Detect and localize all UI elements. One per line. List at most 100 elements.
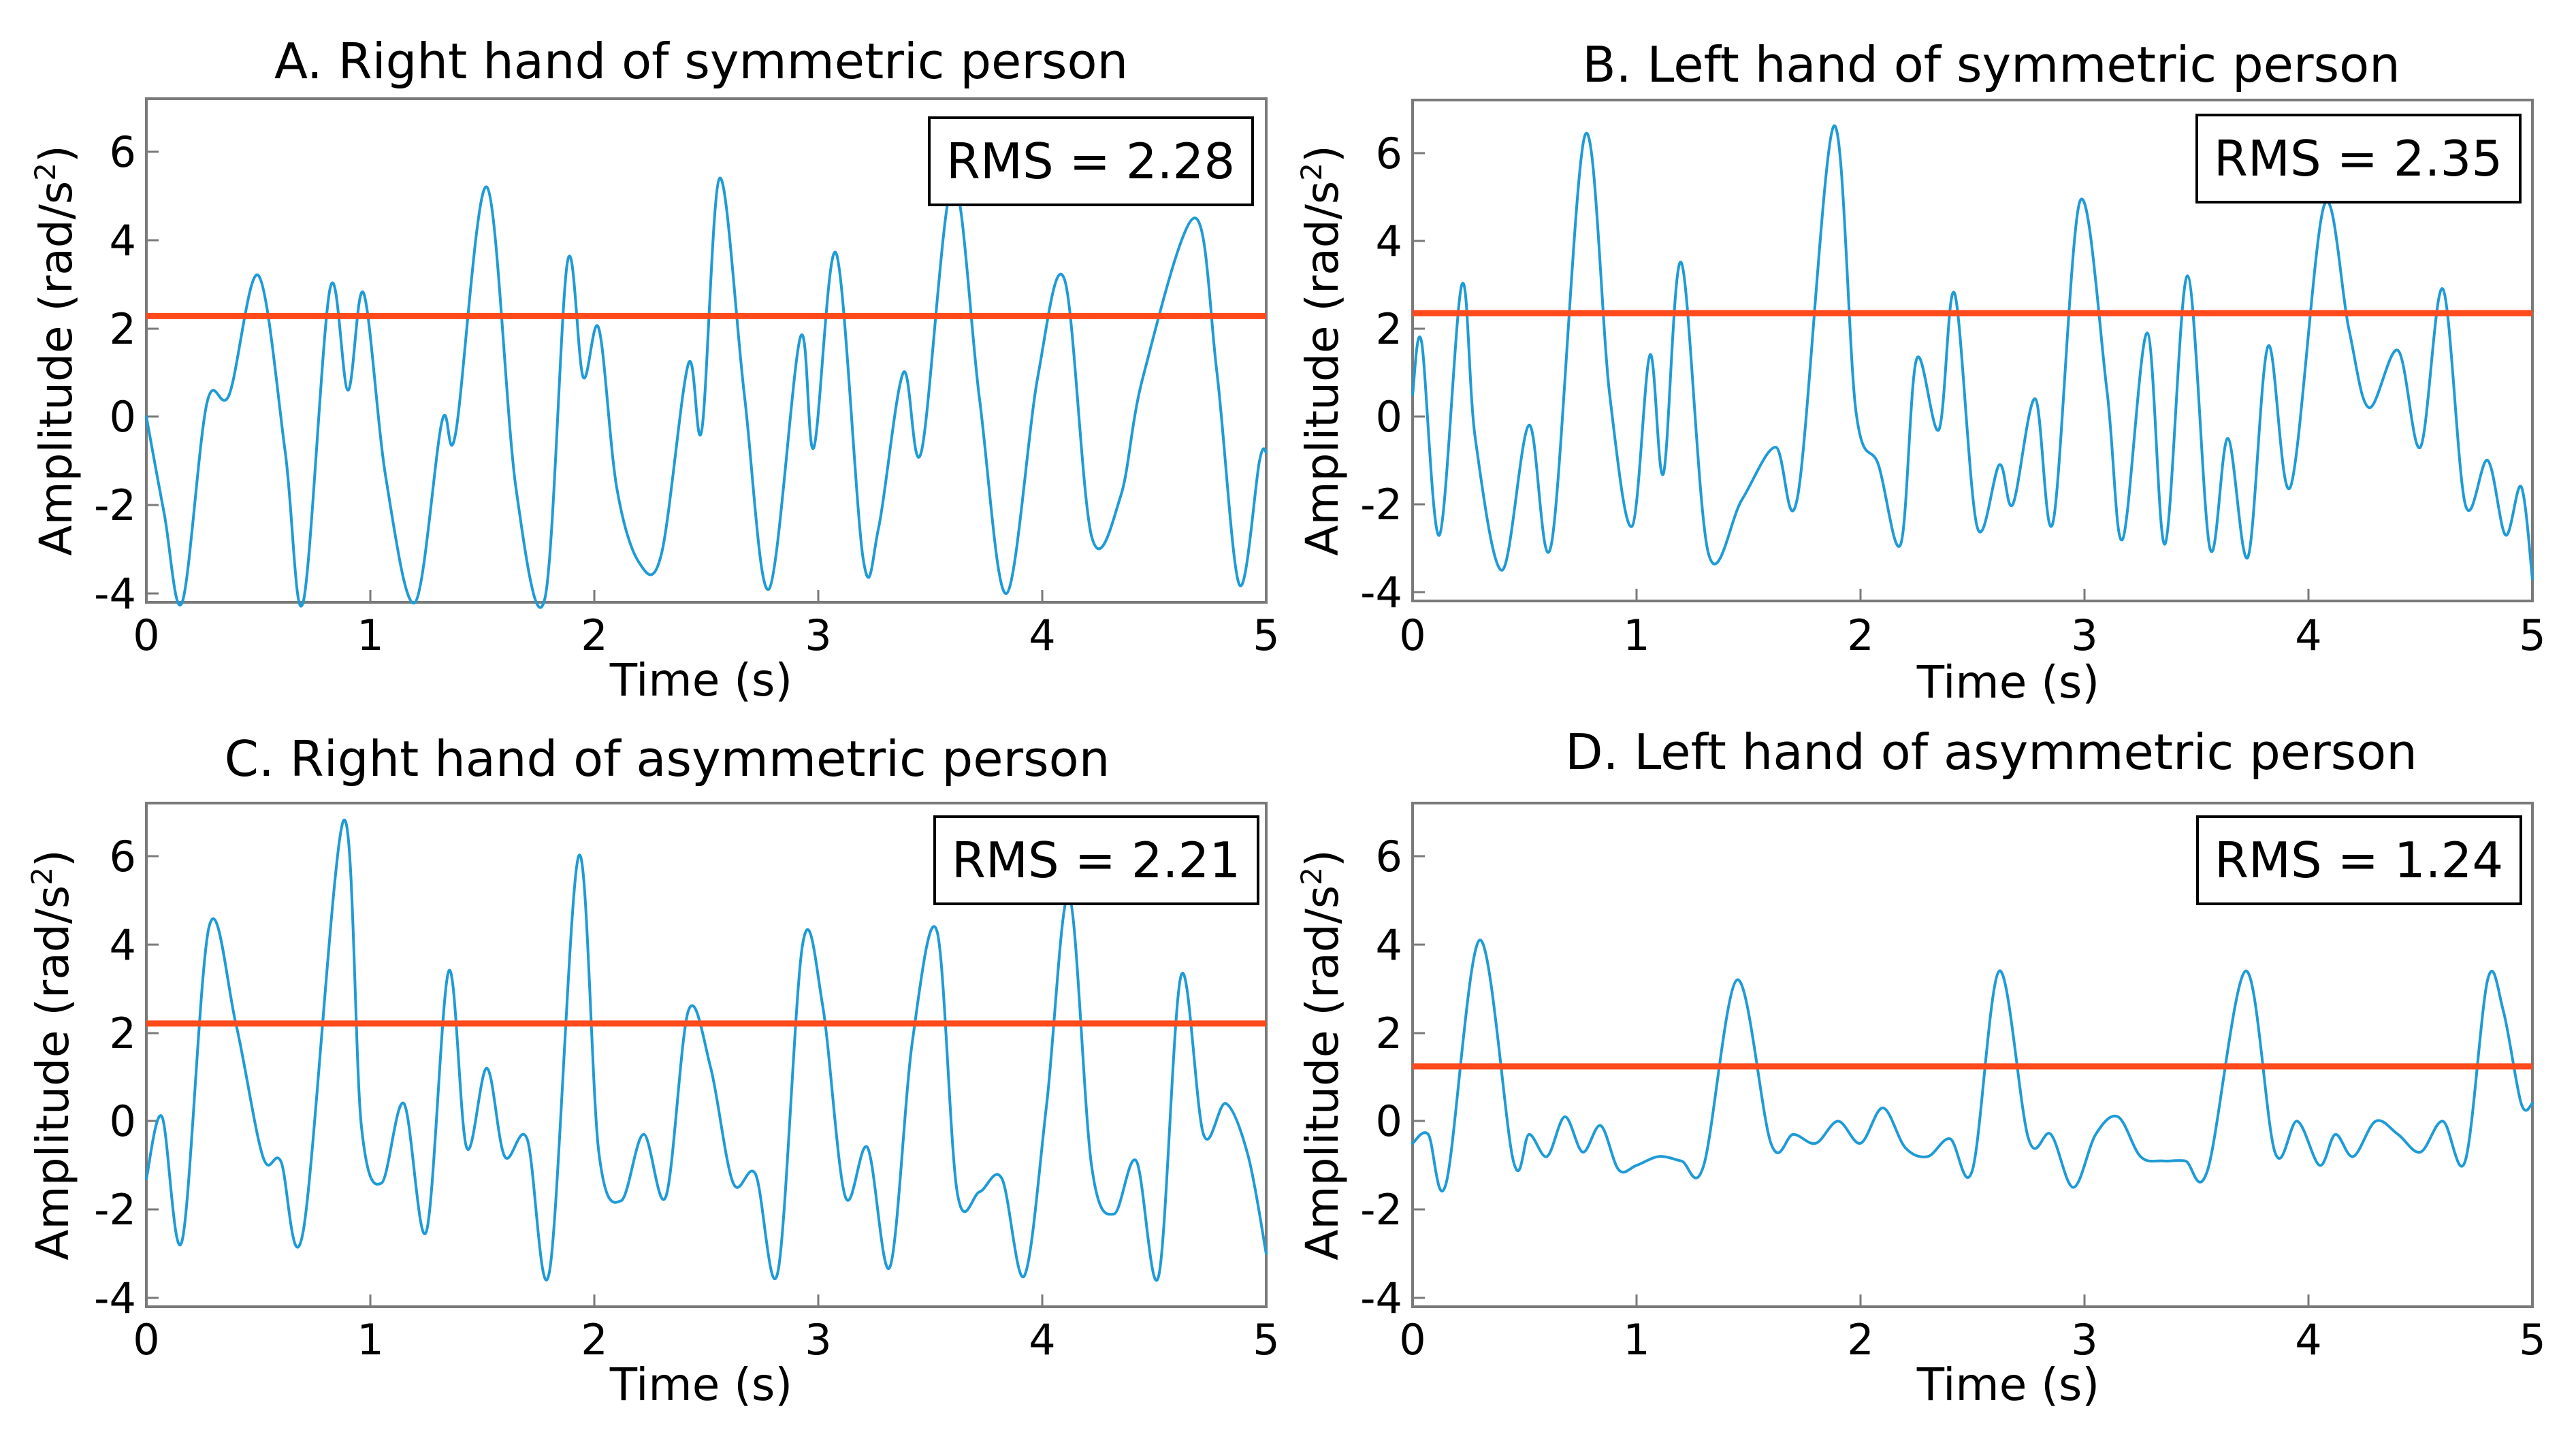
- panel-c-x-tick-label: 5: [1253, 1315, 1279, 1365]
- panel-c-rms-label: RMS = 2.21: [952, 832, 1240, 889]
- panel-c: C. Right hand of asymmetric person: [25, 730, 1280, 1411]
- panel-a-x-tick-marks: [145, 590, 1268, 602]
- panel-c-x-tick-label: 0: [133, 1315, 159, 1365]
- panel-d-signal-line: [1411, 939, 2534, 1192]
- panel-c-y-axis-label: Amplitude (rad/s2): [25, 849, 79, 1260]
- panel-d: D. Left hand of asymmetric person: [1295, 723, 2546, 1411]
- panel-c-y-tick-marks: [146, 855, 159, 1299]
- panel-a-y-tick-label: 0: [110, 392, 136, 442]
- panel-c-x-tick-label: 1: [357, 1315, 383, 1365]
- panel-d-y-tick-labels: -4 -2 0 2 4 6: [1360, 832, 1402, 1323]
- panel-d-y-tick-label: -2: [1360, 1185, 1402, 1235]
- panel-c-signal-line: [145, 818, 1268, 1282]
- y-axis-label-superscript: 2: [1295, 867, 1328, 885]
- panel-a-y-tick-label: -2: [94, 480, 136, 530]
- panel-c-x-tick-label: 4: [1029, 1315, 1055, 1365]
- panel-d-y-tick-label: 2: [1376, 1009, 1402, 1058]
- y-axis-label-superscript: 2: [29, 163, 62, 181]
- panel-c-x-tick-labels: 0 1 2 3 4 5: [133, 1315, 1279, 1365]
- y-axis-label-main: Amplitude (rad/s: [30, 181, 82, 556]
- panel-a-y-tick-label: -4: [94, 569, 136, 619]
- panel-a-x-tick-label: 0: [133, 610, 159, 660]
- panel-c-plot-area: RMS = 2.21: [145, 802, 1268, 1308]
- panel-c-x-tick-marks: [145, 1294, 1268, 1307]
- panel-c-y-tick-label: 4: [110, 920, 136, 970]
- panel-c-y-tick-label: -4: [94, 1273, 136, 1323]
- y-axis-label-close: ): [1296, 849, 1349, 867]
- panel-a-y-tick-label: 6: [110, 127, 136, 177]
- panel-b-y-tick-label: 4: [1376, 216, 1402, 266]
- panel-b-x-tick-label: 0: [1399, 610, 1426, 660]
- panel-c-x-axis-label: Time (s): [609, 1358, 792, 1411]
- panel-a-x-tick-label: 5: [1253, 610, 1279, 660]
- panel-a-y-tick-marks: [146, 150, 159, 595]
- panel-b-y-axis-label: Amplitude (rad/s2): [1295, 145, 1349, 556]
- panel-d-y-tick-label: -4: [1360, 1273, 1402, 1323]
- panel-b-x-axis-label: Time (s): [1916, 656, 2099, 708]
- panel-a-x-tick-label: 4: [1029, 610, 1055, 660]
- panel-d-y-tick-label: 4: [1376, 920, 1402, 970]
- panel-d-y-axis-label: Amplitude (rad/s2): [1295, 849, 1349, 1260]
- y-axis-label-close: ): [27, 849, 79, 867]
- panel-a-y-tick-label: 2: [110, 304, 136, 354]
- panel-a-title: A. Right hand of symmetric person: [274, 33, 1128, 90]
- panel-c-rms-box: [933, 815, 1259, 905]
- panel-d-x-tick-label: 1: [1623, 1315, 1649, 1365]
- panel-b-x-tick-label: 4: [2295, 610, 2321, 660]
- panel-b-x-tick-marks: [1411, 589, 2534, 601]
- panel-d-y-tick-marks: [1413, 855, 1425, 1299]
- panel-b-x-tick-label: 1: [1623, 610, 1649, 660]
- panel-d-rms-box: [2196, 815, 2522, 905]
- panel-a-y-axis-label: Amplitude (rad/s2): [29, 145, 82, 556]
- panel-a-y-tick-label: 4: [110, 216, 136, 265]
- panel-b-title: B. Left hand of symmetric person: [1582, 36, 2400, 93]
- panel-d-rms-label: RMS = 1.24: [2215, 832, 2503, 889]
- panel-b-y-tick-label: -4: [1360, 568, 1402, 617]
- panel-c-y-tick-label: 6: [110, 832, 136, 881]
- panel-d-x-tick-label: 2: [1847, 1315, 1873, 1365]
- panel-a-x-tick-labels: 0 1 2 3 4 5: [133, 610, 1279, 660]
- panel-c-x-tick-label: 2: [581, 1315, 607, 1365]
- panel-d-x-axis-label: Time (s): [1916, 1358, 2099, 1411]
- panel-b-y-tick-labels: -4 -2 0 2 4 6: [1360, 129, 1402, 617]
- panel-d-plot-area: RMS = 1.24: [1411, 802, 2534, 1308]
- panel-a-signal-line: [145, 176, 1268, 609]
- panel-b-y-tick-label: 0: [1376, 392, 1402, 442]
- panel-b-x-tick-label: 5: [2519, 610, 2545, 660]
- y-axis-label-close: ): [30, 145, 82, 163]
- panel-a: A. Right hand of symmetric person: [29, 33, 1280, 706]
- y-axis-label-main: Amplitude (rad/s: [1296, 885, 1349, 1260]
- panel-d-x-tick-label: 4: [2295, 1315, 2321, 1365]
- y-axis-label-close: ): [1296, 145, 1349, 163]
- panel-a-x-tick-label: 1: [357, 610, 383, 660]
- panel-a-rms-box: [928, 116, 1254, 206]
- panel-d-x-tick-label: 5: [2519, 1315, 2545, 1365]
- panel-a-x-tick-label: 3: [805, 610, 831, 660]
- panel-b-rms-box: [2195, 114, 2522, 203]
- panel-b-y-tick-label: 6: [1376, 129, 1402, 178]
- panel-a-x-tick-label: 2: [581, 610, 607, 660]
- panel-b-rms-label: RMS = 2.35: [2214, 130, 2502, 187]
- panel-b-y-tick-marks: [1413, 152, 1425, 593]
- panel-c-y-tick-labels: -4 -2 0 2 4 6: [94, 832, 136, 1323]
- panel-d-x-tick-label: 3: [2071, 1315, 2097, 1365]
- panel-b-plot-area: RMS = 2.35: [1411, 99, 2534, 602]
- y-axis-label-superscript: 2: [25, 867, 59, 885]
- panel-c-x-tick-label: 3: [805, 1315, 831, 1365]
- y-axis-label-superscript: 2: [1295, 163, 1328, 181]
- y-axis-label-main: Amplitude (rad/s: [27, 885, 79, 1260]
- panel-b-x-tick-label: 3: [2071, 610, 2097, 660]
- panel-b-y-tick-label: 2: [1376, 304, 1402, 354]
- panel-a-plot-area: RMS = 2.28: [145, 97, 1268, 609]
- panel-d-x-tick-label: 0: [1399, 1315, 1426, 1365]
- panel-d-y-tick-label: 0: [1376, 1096, 1402, 1146]
- panel-c-y-tick-label: 2: [110, 1009, 136, 1058]
- panel-b-y-tick-label: -2: [1360, 480, 1402, 529]
- panel-b-x-tick-labels: 0 1 2 3 4 5: [1399, 610, 2545, 660]
- panel-c-y-tick-label: 0: [110, 1096, 136, 1146]
- panel-d-x-tick-labels: 0 1 2 3 4 5: [1399, 1315, 2545, 1365]
- panel-c-y-tick-label: -2: [94, 1185, 136, 1235]
- panel-b: B. Left hand of symmetric person: [1295, 36, 2546, 708]
- panel-a-y-tick-labels: -4 -2 0 2 4 6: [94, 127, 136, 619]
